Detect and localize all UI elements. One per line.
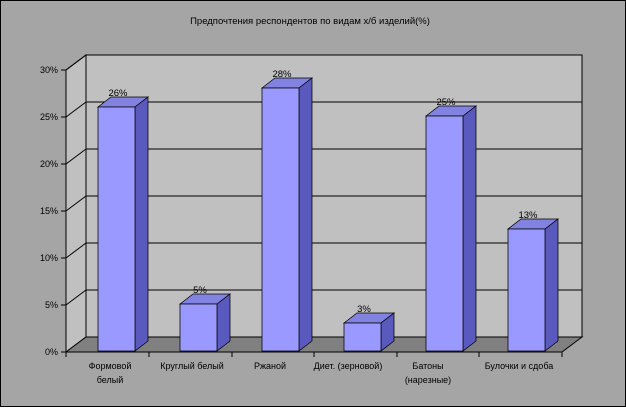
bar-front-face	[343, 322, 382, 352]
value-label: 28%	[272, 69, 292, 80]
bar-formovoy-bely	[96, 96, 150, 352]
category-label: Формовой	[89, 361, 132, 371]
y-axis-label: 15%	[40, 206, 58, 216]
y-axis-label: 20%	[40, 159, 58, 169]
category-label: Батоны	[412, 361, 443, 371]
value-label: 26%	[108, 88, 128, 99]
gridlines	[65, 54, 582, 306]
category-label: Ржаной	[254, 361, 286, 371]
gridline-side	[65, 195, 87, 212]
gridline-side	[65, 242, 87, 259]
bar-side-face	[298, 77, 313, 352]
category-label: (нарезные)	[405, 375, 451, 385]
bar-diet-zernovoy	[342, 312, 396, 352]
bar-rzhanoy	[260, 77, 314, 352]
bar-front-face	[425, 115, 464, 352]
chart-title: Предпочтения респондентов по видам х/б и…	[190, 16, 430, 27]
value-label: 25%	[436, 97, 456, 108]
gridline-side	[65, 148, 87, 165]
category-label: Диет. (зерновой)	[314, 361, 383, 371]
value-label: 5%	[193, 285, 207, 296]
bar-front-face	[97, 106, 136, 352]
value-labels: 26% 5% 28% 3% 25% 13%	[108, 69, 538, 315]
y-axis-label: 25%	[40, 112, 58, 122]
y-axis-label: 0%	[45, 347, 58, 357]
bar-side-face	[134, 96, 149, 352]
bar-side-face	[462, 105, 477, 352]
bars	[96, 77, 560, 352]
bar-front-face	[507, 228, 546, 352]
category-labels: Формовой белый Круглый белый Ржаной Диет…	[89, 361, 554, 385]
gridline-side	[65, 101, 87, 118]
y-axis-label: 30%	[40, 65, 58, 75]
bar-front-face	[261, 87, 300, 352]
category-label: Булочки и сдоба	[485, 361, 554, 371]
bar-side-face	[216, 293, 231, 352]
bar-front-face	[179, 303, 218, 352]
bar-bulochki-sdoba	[506, 218, 560, 352]
y-axis	[61, 69, 67, 356]
y-axis-labels: 30% 25% 20% 15% 10% 5% 0%	[40, 65, 58, 357]
x-axis	[65, 352, 563, 357]
y-axis-label: 10%	[40, 253, 58, 263]
category-label: Круглый белый	[160, 361, 224, 371]
bar-side-face	[544, 218, 559, 352]
gridline-side	[65, 289, 87, 306]
value-label: 13%	[518, 210, 538, 221]
bar-krugly-bely	[178, 293, 232, 352]
bar-batony	[424, 105, 478, 352]
value-label: 3%	[357, 304, 371, 315]
y-axis-label: 5%	[45, 300, 58, 310]
category-label: белый	[97, 375, 124, 385]
gridline-side	[65, 54, 87, 71]
